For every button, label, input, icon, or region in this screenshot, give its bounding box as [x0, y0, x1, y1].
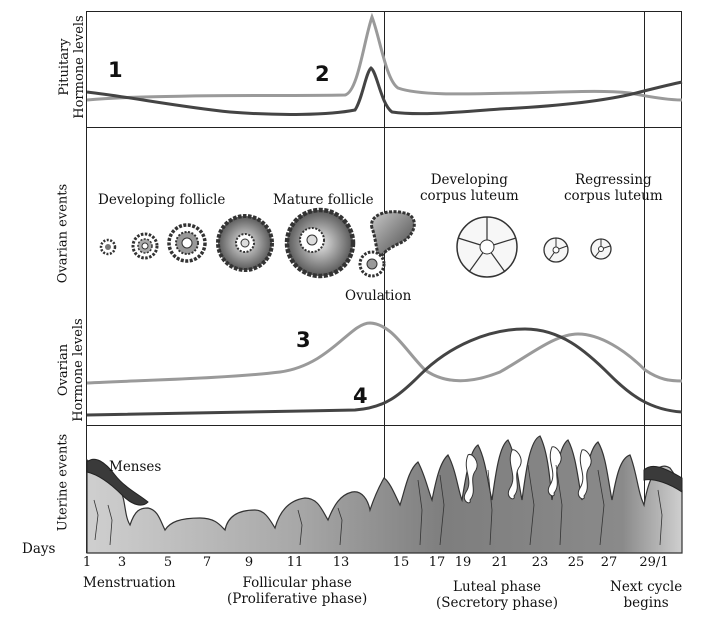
ovarian-curve-light [86, 321, 683, 385]
label-mature-follicle: Mature follicle [273, 192, 374, 208]
ovulation-line [384, 11, 385, 553]
developing-corpus-luteum [456, 216, 518, 278]
developing-follicle-medium [167, 223, 207, 263]
phase-menstruation: Menstruation [83, 575, 176, 591]
label-menses: Menses [109, 459, 162, 475]
menses-shedding [86, 458, 149, 506]
day-tick: 7 [202, 555, 212, 570]
curve-number-4: 4 [353, 384, 368, 408]
day-tick: 19 [454, 555, 472, 570]
day-tick: 11 [286, 555, 304, 570]
day-tick: 9 [244, 555, 254, 570]
day-tick: 15 [392, 555, 410, 570]
day-tick: 17 [428, 555, 446, 570]
day-tick: 25 [567, 555, 585, 570]
label-ovulation: Ovulation [345, 288, 412, 304]
blood-vessels [93, 464, 663, 546]
curve-number-3: 3 [296, 328, 311, 352]
phase-follicular: Follicular phase (Proliferative phase) [227, 575, 368, 607]
uterine-glands [463, 446, 592, 504]
regressing-corpus-luteum-1 [543, 237, 569, 263]
day-tick: 27 [600, 555, 618, 570]
regressing-corpus-luteum-2 [590, 238, 612, 260]
day-tick: 21 [491, 555, 509, 570]
day-tick: 3 [117, 555, 127, 570]
phase-luteal: Luteal phase (Secretory phase) [436, 579, 559, 611]
pituitary-curve-light [86, 12, 683, 102]
curve-number-1: 1 [108, 58, 123, 82]
label-developing-corpus-luteum: Developing corpus luteum [420, 172, 519, 204]
developing-follicle-small [131, 232, 159, 260]
day-tick: 23 [531, 555, 549, 570]
developing-follicle-tiny [99, 238, 117, 256]
pituitary-curve-dark [86, 66, 683, 116]
day-tick: 29/1 [639, 555, 669, 570]
label-developing-follicle: Developing follicle [98, 192, 226, 208]
developing-follicle-large [216, 214, 274, 272]
released-ovum [358, 250, 386, 278]
days-label: Days [22, 541, 56, 557]
phase-next-cycle: Next cycle begins [610, 579, 683, 611]
menses-shedding-next [643, 465, 683, 493]
next-cycle-line [644, 11, 645, 553]
ovarian-curve-dark [86, 327, 683, 417]
day-tick: 5 [163, 555, 173, 570]
mature-follicle [284, 207, 356, 279]
ruptured-follicle [370, 210, 416, 261]
curve-number-2: 2 [315, 62, 330, 86]
endometrium-lining [86, 435, 683, 554]
day-tick: 1 [82, 555, 92, 570]
label-regressing-corpus-luteum: Regressing corpus luteum [564, 172, 663, 204]
day-tick: 13 [332, 555, 350, 570]
